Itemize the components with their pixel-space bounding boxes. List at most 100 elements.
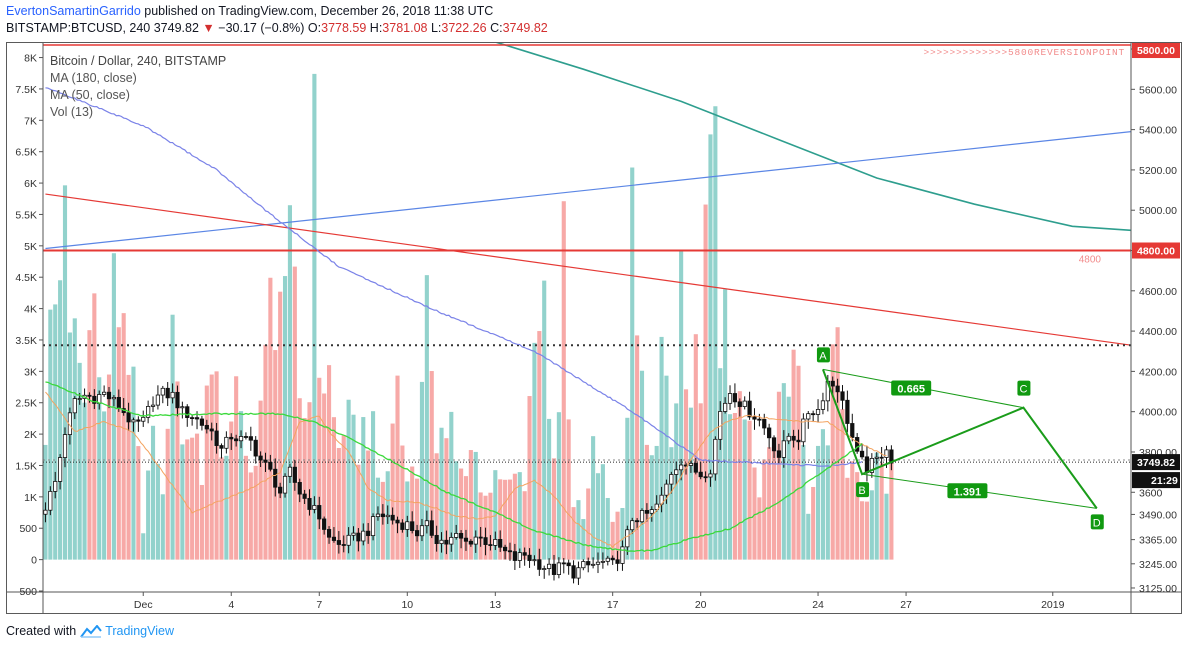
volume-bar [825, 445, 830, 560]
tradingview-link[interactable]: TradingView [80, 624, 174, 638]
volume-tick-label: 4K [24, 304, 37, 316]
candle-body [674, 469, 679, 475]
volume-bar [180, 444, 185, 560]
ratio-bd-label: 1.391 [954, 486, 982, 498]
volume-bar [771, 445, 777, 560]
volume-bar [194, 433, 200, 560]
volume-bar [659, 336, 664, 560]
volume-bar [92, 293, 97, 560]
volume-bar [126, 374, 131, 560]
candle-body [757, 418, 762, 421]
volume-bar [610, 521, 615, 560]
candle-body [493, 539, 498, 546]
volume-bar [131, 366, 136, 560]
volume-tick-label: 2K [24, 429, 37, 441]
volume-bar [512, 473, 517, 560]
candle-body [346, 534, 351, 546]
candle-body [351, 532, 356, 536]
candle-body [600, 560, 606, 563]
volume-tick-label: 3.5K [15, 335, 37, 347]
candle-body [307, 498, 312, 510]
candle-body [136, 419, 141, 422]
abcd-pattern[interactable]: A B C D 0.665 1.391 [816, 347, 1104, 530]
candle-body [502, 546, 508, 552]
chart-frame[interactable]: 4800 >>>>>>>>>>>>>5800REVERSIONPOINT A B C D… [6, 42, 1182, 614]
candle-body [111, 396, 117, 400]
blue-trendline[interactable] [45, 131, 1132, 250]
volume-bar [444, 438, 449, 560]
candle-body [326, 529, 332, 538]
volume-bar [517, 472, 522, 560]
volume-bar [801, 445, 806, 560]
candle-body [361, 530, 366, 542]
red-trendline[interactable] [45, 193, 1132, 346]
volume-bar [630, 167, 635, 560]
candle-body [214, 430, 219, 446]
candle-body [840, 391, 845, 401]
candle-body [263, 459, 268, 463]
candle-body [546, 563, 552, 569]
author-link[interactable]: EvertonSamartinGarrido [6, 4, 141, 18]
volume-bar [282, 276, 288, 560]
candle-body [43, 509, 48, 515]
price-tick-label: 3600 [1139, 487, 1163, 499]
price-tick-label: 5200.00 [1139, 165, 1177, 177]
candle-body [517, 552, 522, 561]
candle-body [830, 380, 835, 387]
ma-orange-line[interactable] [45, 391, 887, 549]
candle-body [767, 427, 772, 439]
volume-tick-label: 6K [24, 178, 37, 190]
abcd-pattern-line[interactable] [822, 369, 1098, 509]
price-chart[interactable]: 4800 >>>>>>>>>>>>>5800REVERSIONPOINT A B C D… [7, 43, 1181, 613]
candle-body [234, 438, 239, 442]
volume-bar [776, 391, 781, 560]
volume-bar [53, 304, 58, 560]
candle-body [297, 482, 302, 495]
volume-bar [815, 445, 821, 560]
candle-body [131, 419, 136, 423]
candle-body [414, 530, 420, 537]
candle-body [532, 559, 537, 562]
volume-bar [879, 463, 884, 560]
volume-bar [292, 266, 297, 560]
candle-body [498, 539, 503, 548]
candle-body [116, 396, 121, 409]
candle-body [781, 440, 786, 458]
volume-bar [170, 314, 175, 560]
price-tick-label: 5400.00 [1139, 125, 1177, 137]
candle-body [312, 505, 317, 510]
ma180-line[interactable] [45, 87, 863, 468]
volume-tick-label: 5.5K [15, 209, 37, 221]
candle-body [258, 455, 263, 461]
volume-bar [595, 473, 601, 560]
volume-bar [478, 492, 483, 560]
last-price: 3749.82 [153, 21, 199, 35]
candle-body [385, 514, 390, 518]
candle-body [884, 449, 889, 458]
high-label: H: [369, 21, 383, 35]
volume-bar [835, 327, 840, 560]
candle-body [449, 537, 454, 545]
volume-bar [473, 451, 478, 560]
candle-body [488, 544, 493, 546]
candle-body [463, 537, 469, 542]
point-a-box [816, 347, 830, 363]
volume-bar [136, 446, 141, 560]
time-tick-label: 10 [401, 599, 413, 611]
volume-bar [635, 335, 640, 560]
volume-bar [874, 452, 879, 560]
candle-body [639, 510, 645, 523]
ratio-ac-box [891, 380, 932, 396]
candles [43, 374, 894, 585]
volume-bar [87, 330, 92, 560]
volume-bar [884, 493, 889, 560]
volume-bar [361, 417, 366, 560]
ma50-line[interactable] [45, 381, 863, 553]
volume-bar [150, 425, 156, 560]
volume-bar [43, 444, 48, 560]
volume-bar [537, 331, 542, 560]
candle-body [571, 565, 576, 579]
candle-body [625, 529, 630, 548]
volume-bar [503, 479, 508, 560]
volume-bar [840, 409, 845, 560]
